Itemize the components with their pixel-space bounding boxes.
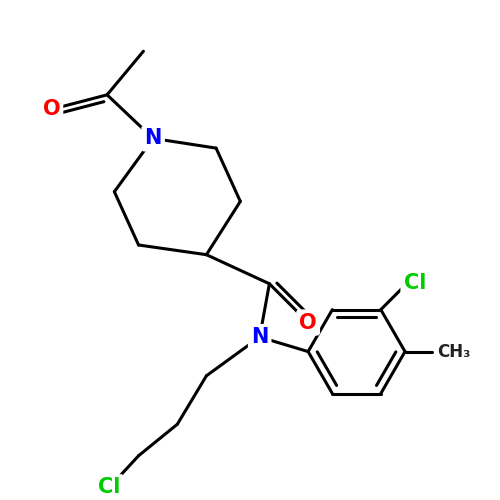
- Text: O: O: [300, 312, 317, 332]
- Text: Cl: Cl: [404, 273, 426, 293]
- Text: Cl: Cl: [98, 477, 120, 497]
- Text: CH₃: CH₃: [437, 342, 470, 360]
- Text: N: N: [144, 128, 162, 148]
- Text: N: N: [251, 327, 268, 347]
- Text: O: O: [42, 100, 60, 119]
